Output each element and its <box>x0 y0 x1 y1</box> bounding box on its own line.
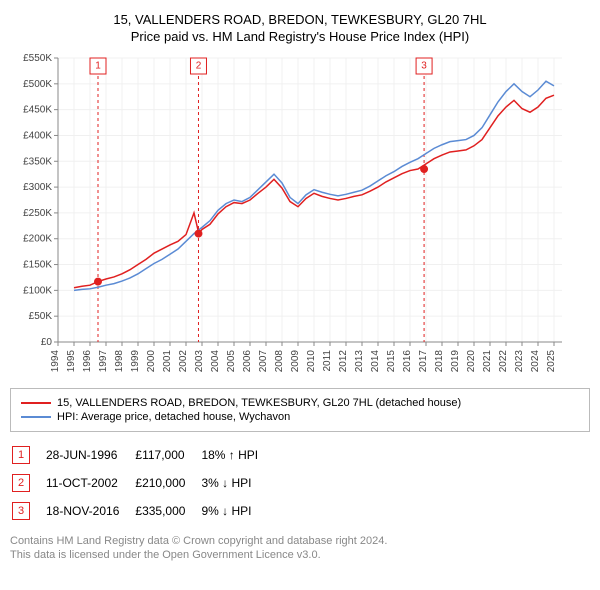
svg-text:2006: 2006 <box>242 350 253 373</box>
svg-text:2004: 2004 <box>210 350 221 373</box>
title-sub: Price paid vs. HM Land Registry's House … <box>10 29 590 44</box>
event-badge: 2 <box>12 474 30 492</box>
svg-text:2023: 2023 <box>514 350 525 373</box>
svg-text:2001: 2001 <box>162 350 173 373</box>
chart: £0 £50K £100K £150K £200K £250K £300K £350K £400… <box>10 52 590 382</box>
svg-text:1995: 1995 <box>66 350 77 373</box>
svg-text:2017: 2017 <box>418 350 429 373</box>
svg-text:£450K: £450K <box>23 105 52 116</box>
svg-text:2013: 2013 <box>354 350 365 373</box>
svg-text:2022: 2022 <box>498 350 509 373</box>
svg-text:1996: 1996 <box>82 350 93 373</box>
svg-text:2012: 2012 <box>338 350 349 373</box>
svg-text:2019: 2019 <box>450 350 461 373</box>
svg-text:£300K: £300K <box>23 182 52 193</box>
svg-text:1994: 1994 <box>50 350 61 373</box>
footnote: Contains HM Land Registry data © Crown c… <box>10 534 590 563</box>
legend-row: 15, VALLENDERS ROAD, BREDON, TEWKESBURY,… <box>21 397 579 409</box>
svg-text:2000: 2000 <box>146 350 157 373</box>
svg-text:2020: 2020 <box>466 350 477 373</box>
legend-swatch <box>21 416 51 418</box>
svg-text:2025: 2025 <box>546 350 557 373</box>
svg-text:2003: 2003 <box>194 350 205 373</box>
svg-text:2009: 2009 <box>290 350 301 373</box>
legend-row: HPI: Average price, detached house, Wych… <box>21 411 579 423</box>
svg-text:£0: £0 <box>41 337 53 348</box>
svg-text:1: 1 <box>95 61 101 72</box>
table-row: 2 11-OCT-2002£210,0003% ↓ HPI <box>12 470 272 496</box>
events-table: 1 28-JUN-1996£117,00018% ↑ HPI 2 11-OCT-200… <box>10 440 274 526</box>
svg-text:3: 3 <box>421 61 427 72</box>
event-badge: 3 <box>12 502 30 520</box>
event-date: 11-OCT-2002 <box>46 470 133 496</box>
svg-text:2018: 2018 <box>434 350 445 373</box>
svg-text:2008: 2008 <box>274 350 285 373</box>
svg-text:£400K: £400K <box>23 130 52 141</box>
event-date: 28-JUN-1996 <box>46 442 133 468</box>
svg-text:2024: 2024 <box>530 350 541 373</box>
svg-text:£50K: £50K <box>29 311 53 322</box>
svg-text:1998: 1998 <box>114 350 125 373</box>
table-row: 1 28-JUN-1996£117,00018% ↑ HPI <box>12 442 272 468</box>
svg-text:2010: 2010 <box>306 350 317 373</box>
legend-label: HPI: Average price, detached house, Wych… <box>57 411 290 423</box>
svg-text:£250K: £250K <box>23 208 52 219</box>
svg-text:2: 2 <box>196 61 202 72</box>
legend: 15, VALLENDERS ROAD, BREDON, TEWKESBURY,… <box>10 388 590 432</box>
event-price: £210,000 <box>135 470 199 496</box>
svg-text:£200K: £200K <box>23 234 52 245</box>
title-main: 15, VALLENDERS ROAD, BREDON, TEWKESBURY,… <box>10 12 590 27</box>
table-row: 3 18-NOV-2016£335,0009% ↓ HPI <box>12 498 272 524</box>
event-date: 18-NOV-2016 <box>46 498 133 524</box>
footnote-line-1: Contains HM Land Registry data © Crown c… <box>10 534 590 548</box>
event-price: £335,000 <box>135 498 199 524</box>
footnote-line-2: This data is licensed under the Open Gov… <box>10 548 590 562</box>
svg-text:2015: 2015 <box>386 350 397 373</box>
svg-text:2014: 2014 <box>370 350 381 373</box>
svg-text:2011: 2011 <box>322 350 333 372</box>
svg-text:£350K: £350K <box>23 156 52 167</box>
legend-swatch <box>21 402 51 404</box>
chart-svg: £0 £50K £100K £150K £200K £250K £300K £350K £400… <box>10 52 570 382</box>
event-delta: 9% ↓ HPI <box>201 498 272 524</box>
svg-text:£550K: £550K <box>23 53 52 64</box>
event-price: £117,000 <box>135 442 199 468</box>
svg-text:1999: 1999 <box>130 350 141 373</box>
legend-label: 15, VALLENDERS ROAD, BREDON, TEWKESBURY,… <box>57 397 461 409</box>
event-delta: 18% ↑ HPI <box>201 442 272 468</box>
svg-text:2021: 2021 <box>482 350 493 373</box>
svg-text:£100K: £100K <box>23 285 52 296</box>
svg-text:2016: 2016 <box>402 350 413 373</box>
svg-text:1997: 1997 <box>98 350 109 373</box>
svg-text:£500K: £500K <box>23 79 52 90</box>
event-delta: 3% ↓ HPI <box>201 470 272 496</box>
svg-text:2002: 2002 <box>178 350 189 373</box>
svg-text:2007: 2007 <box>258 350 269 373</box>
svg-text:£150K: £150K <box>23 260 52 271</box>
event-badge: 1 <box>12 446 30 464</box>
svg-text:2005: 2005 <box>226 350 237 373</box>
